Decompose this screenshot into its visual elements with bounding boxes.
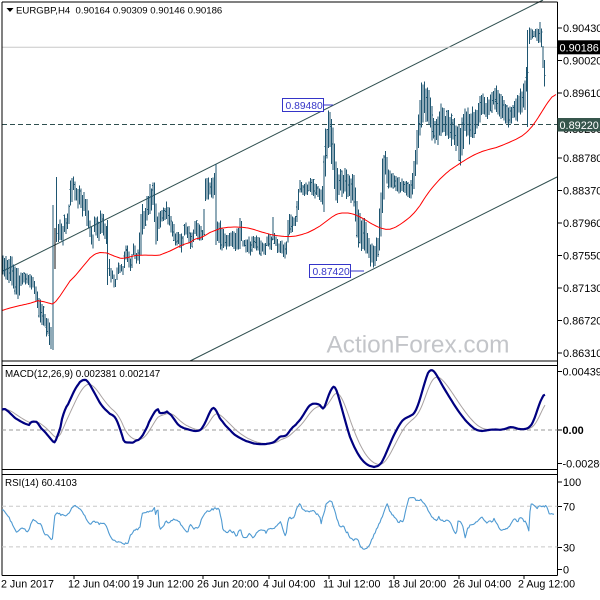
svg-text:18 Jul 20:00: 18 Jul 20:00: [388, 579, 446, 591]
svg-text:0.88780: 0.88780: [563, 153, 600, 165]
svg-text:0.89610: 0.89610: [563, 88, 600, 100]
svg-text:EURGBP,H4 0.90164 0.90309 0.9: EURGBP,H4 0.90164 0.90309 0.90146 0.9018…: [16, 6, 222, 17]
svg-text:0.86720: 0.86720: [563, 316, 600, 328]
svg-text:0.89220: 0.89220: [560, 120, 599, 132]
svg-text:0.90020: 0.90020: [563, 56, 600, 68]
svg-text:0.89480: 0.89480: [286, 101, 323, 112]
svg-text:0.90430: 0.90430: [563, 23, 600, 35]
svg-text:12 Jun 04:00: 12 Jun 04:00: [68, 579, 130, 591]
svg-text:30: 30: [563, 543, 575, 555]
svg-text:ActionForex.com: ActionForex.com: [327, 332, 510, 359]
svg-text:0.87960: 0.87960: [563, 218, 600, 230]
svg-text:0.87130: 0.87130: [563, 283, 600, 295]
svg-text:26 Jul 04:00: 26 Jul 04:00: [453, 579, 511, 591]
svg-text:2 Aug 12:00: 2 Aug 12:00: [518, 579, 575, 591]
svg-text:70: 70: [563, 502, 575, 514]
svg-text:0.00: 0.00: [563, 425, 584, 437]
svg-text:4 Jul 04:00: 4 Jul 04:00: [263, 579, 315, 591]
svg-text:0.88370: 0.88370: [563, 186, 600, 198]
svg-text:19 Jun 12:00: 19 Jun 12:00: [132, 579, 194, 591]
svg-text:2 Jun 2017: 2 Jun 2017: [1, 579, 54, 591]
svg-text:-0.002805: -0.002805: [563, 459, 600, 471]
svg-text:0.86310: 0.86310: [563, 348, 600, 360]
svg-text:0.87550: 0.87550: [563, 251, 600, 263]
svg-text:100: 100: [563, 477, 581, 489]
svg-text:MACD(12,26,9) 0.002381 0.00214: MACD(12,26,9) 0.002381 0.002147: [5, 369, 160, 380]
svg-text:0.00439: 0.00439: [563, 367, 600, 379]
svg-text:0.87420: 0.87420: [313, 267, 350, 278]
svg-text:11 Jul 12:00: 11 Jul 12:00: [323, 579, 380, 591]
svg-text:0: 0: [563, 565, 569, 577]
svg-text:0.90186: 0.90186: [560, 42, 599, 54]
svg-text:RSI(14) 60.4103: RSI(14) 60.4103: [5, 478, 77, 489]
svg-text:26 Jun 20:00: 26 Jun 20:00: [197, 579, 259, 591]
